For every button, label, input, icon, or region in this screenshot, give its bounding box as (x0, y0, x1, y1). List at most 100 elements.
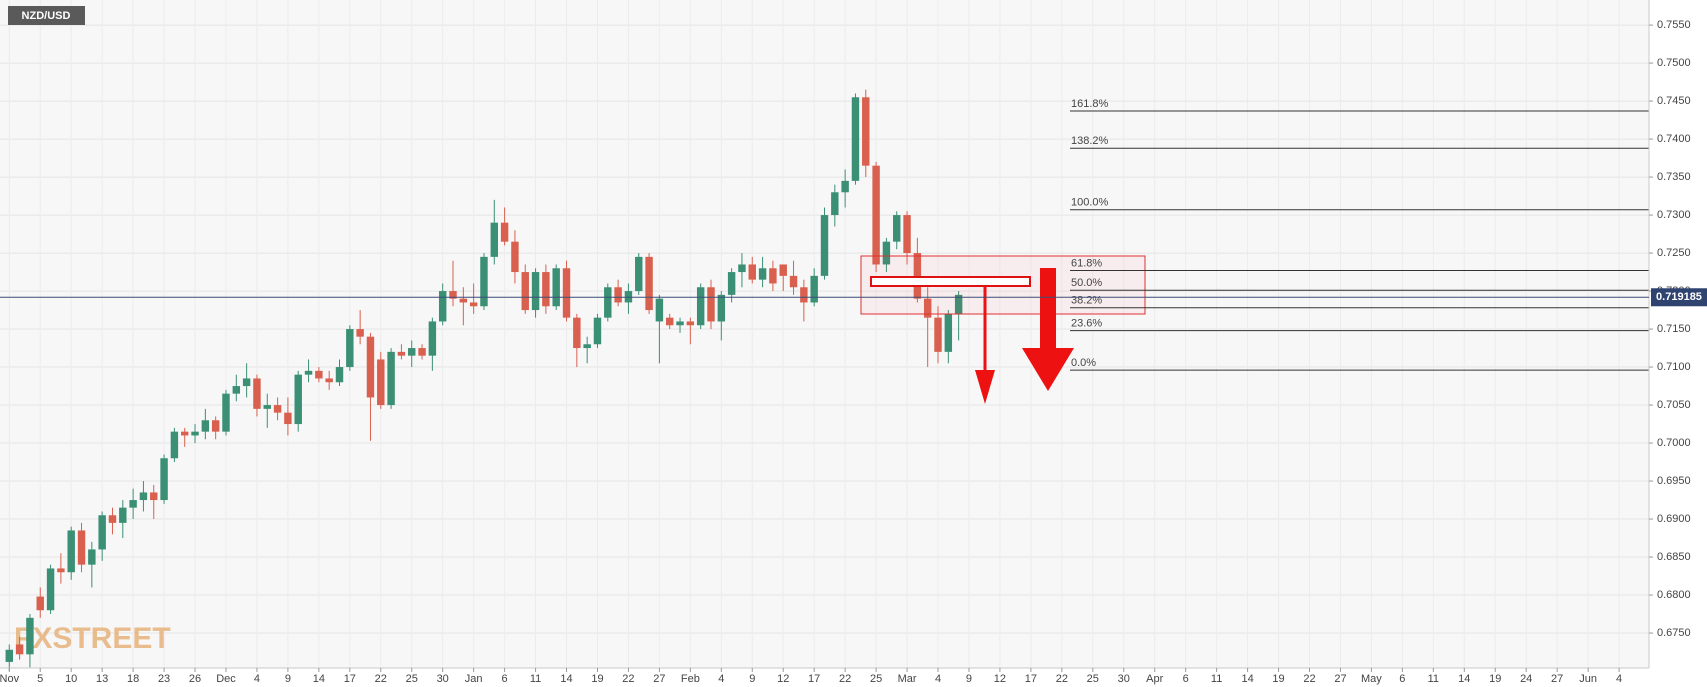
x-tick-label: Nov (0, 673, 20, 685)
candle-body (841, 180, 849, 193)
x-tick-label: 24 (1520, 673, 1532, 685)
candle-body (5, 649, 14, 662)
x-tick-label: 23 (158, 673, 170, 685)
candle-body (449, 291, 457, 299)
candle-body (418, 348, 426, 356)
candle-body (46, 568, 55, 611)
last-price-box (1651, 288, 1707, 307)
x-tick-label: 11 (1211, 673, 1222, 685)
x-tick-label: 17 (344, 673, 356, 685)
x-tick-label: 4 (1616, 673, 1622, 685)
candle-body (459, 298, 468, 303)
candle-body (304, 370, 313, 375)
y-tick-label: 0.6900 (1657, 513, 1691, 525)
candle-body (397, 351, 406, 356)
x-tick-label: 22 (622, 673, 634, 685)
candle-body (36, 596, 44, 611)
candle-body (604, 287, 612, 318)
x-tick-label: 9 (966, 673, 972, 685)
candle-body (15, 644, 24, 655)
x-tick-label: 14 (1458, 673, 1470, 685)
candle-body (903, 215, 911, 254)
candle-body (201, 420, 210, 432)
candle-body (232, 386, 241, 394)
candle-body (170, 431, 179, 459)
thin-arrow-head (975, 370, 995, 404)
x-tick-label: 6 (1399, 673, 1405, 685)
x-tick-label: 9 (749, 673, 755, 685)
candle-body (500, 222, 509, 242)
candle-body (635, 256, 643, 292)
candle-body (263, 405, 271, 409)
fib-label: 0.0% (1071, 357, 1096, 369)
candle-body (511, 241, 519, 273)
candle-body (150, 492, 158, 501)
x-tick-label: 17 (808, 673, 820, 685)
candle-body (119, 507, 127, 523)
candle-body (696, 287, 705, 326)
candle-body (284, 412, 292, 425)
x-tick-label: 14 (1241, 673, 1253, 685)
x-tick-label: 25 (870, 673, 882, 685)
candle-body (614, 287, 622, 303)
y-tick-label: 0.6800 (1657, 589, 1691, 601)
candle-body (335, 367, 344, 383)
candle-body (222, 393, 230, 432)
x-tick-label: 10 (65, 673, 77, 685)
candle-body (377, 359, 385, 406)
candle-body (67, 530, 75, 573)
candle-body (934, 317, 942, 352)
x-tick-label: 6 (1183, 673, 1189, 685)
candles (5, 89, 963, 672)
candle-body (253, 378, 261, 409)
y-tick-label: 0.7050 (1657, 399, 1691, 411)
candle-body (191, 431, 199, 436)
x-tick-label: 19 (1272, 673, 1284, 685)
watermark: FXSTREET (14, 622, 171, 655)
x-tick-label: 27 (1551, 673, 1563, 685)
candle-body (77, 530, 86, 565)
axes: 0.6750 0.6800 0.6850 0.6900 0.6950 0.7000 0.70… (0, 19, 1707, 685)
y-tick-label: 0.6750 (1657, 627, 1691, 639)
x-tick-label: 30 (437, 673, 449, 685)
candle-body (593, 317, 602, 345)
x-tick-label: 4 (254, 673, 260, 685)
candle-body (862, 97, 870, 166)
x-tick-label: 27 (653, 673, 665, 685)
candle-body (800, 287, 808, 303)
fib-label: 61.8% (1071, 257, 1102, 269)
candle-body (645, 256, 653, 311)
x-tick-label: 22 (1056, 673, 1068, 685)
candle-body (160, 458, 168, 501)
candle-body (686, 321, 695, 326)
fib-label: 100.0% (1071, 197, 1109, 209)
candle-body (129, 500, 137, 508)
x-tick-label: 13 (96, 673, 108, 685)
last-price-label: 0.719185 (1656, 291, 1702, 303)
x-tick-label: 11 (530, 673, 541, 685)
x-tick-label: 11 (1428, 673, 1439, 685)
candle-body (552, 268, 560, 307)
big-arrow-shaft (1040, 268, 1056, 350)
x-tick-label: 4 (935, 673, 941, 685)
y-tick-label: 0.7500 (1657, 57, 1691, 69)
candle-body (438, 291, 447, 322)
fib-label: 23.6% (1071, 317, 1102, 329)
x-tick-label: 18 (127, 673, 139, 685)
y-tick-label: 0.7550 (1657, 19, 1691, 31)
x-tick-label: 4 (718, 673, 724, 685)
candle-body (521, 272, 529, 311)
candle-body (108, 515, 117, 523)
y-tick-label: 0.6950 (1657, 475, 1691, 487)
candle-body (469, 302, 478, 307)
plot-background (0, 0, 1649, 668)
candle-body (346, 329, 354, 368)
candle-body (665, 317, 674, 326)
x-tick-label: 19 (1489, 673, 1501, 685)
x-tick-label: May (1361, 673, 1382, 685)
fib-label: 50.0% (1071, 277, 1102, 289)
candle-body (882, 241, 891, 265)
candle-body (242, 378, 251, 387)
x-tick-label: 30 (1118, 673, 1130, 685)
